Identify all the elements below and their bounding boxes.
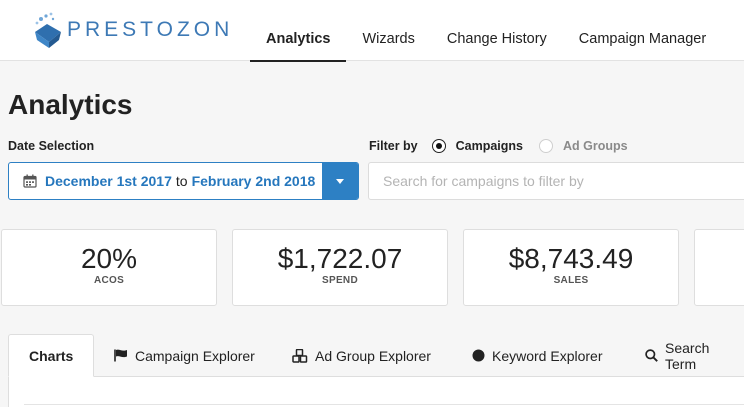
stat-label: ACOS [93,275,125,286]
date-selection-label: Date Selection [8,139,95,153]
nav-item-change-history[interactable]: Change History [446,31,547,47]
filter-by-label: Filter by [369,139,418,153]
date-end: February 2nd 2018 [191,173,316,189]
stat-card-sales: $8,743.49 SALES [463,229,679,306]
cubes-icon [292,348,308,363]
date-dropdown-button[interactable] [322,163,358,199]
date-range-picker[interactable]: December 1st 2017 to February 2nd 2018 [8,162,359,200]
tab-search-term[interactable]: Search Term [645,334,744,377]
calendar-icon [23,174,37,188]
tab-campaign-explorer[interactable]: Campaign Explorer [114,334,255,377]
charts-panel [8,377,744,407]
radio-ad-groups[interactable]: Ad Groups [539,139,628,153]
date-start: December 1st 2017 [45,173,172,189]
tab-charts[interactable]: Charts [8,334,95,377]
tab-label: Keyword Explorer [492,347,603,364]
radio-ad-groups-label: Ad Groups [563,139,628,153]
tab-label: Charts [29,347,74,364]
page-title: Analytics [8,89,133,120]
stat-value: $8,743.49 [508,243,634,274]
brand-name: PRESTOZON [67,18,234,41]
stat-card-spend: $1,722.07 SPEND [232,229,448,306]
panel-divider [24,404,744,405]
tabs-divider [8,376,744,377]
stat-label: SPEND [322,275,358,286]
tab-label: Ad Group Explorer [315,347,431,364]
stat-card-acos: 20% ACOS [1,229,217,306]
campaign-filter-search-input[interactable] [368,162,744,200]
date-connector: to [175,173,188,189]
stat-value: 20% [80,243,138,274]
filter-row: Filter by Campaigns Ad Groups [369,139,644,153]
tab-label: Campaign Explorer [135,347,255,364]
tab-ad-group-explorer[interactable]: Ad Group Explorer [292,334,431,377]
nav-item-analytics[interactable]: Analytics [250,0,347,62]
date-range-display[interactable]: December 1st 2017 to February 2nd 2018 [9,163,322,199]
search-icon [645,349,658,362]
tab-label: Search Term [665,339,710,372]
stat-card-partial [694,229,744,306]
radio-campaigns-label: Campaigns [455,139,524,153]
flag-icon [114,349,128,362]
radio-selected-icon[interactable] [431,139,446,153]
top-navbar: PRESTOZON Analytics Wizards Change Histo… [0,0,744,62]
nav-item-wizards[interactable]: Wizards [362,31,415,47]
caret-down-icon [336,178,344,184]
nav-item-campaign-manager[interactable]: Campaign Manager [578,31,707,47]
radio-campaigns[interactable]: Campaigns [431,139,524,153]
main-nav: Analytics Wizards Change History Campaig… [250,0,722,62]
brand-logo[interactable]: PRESTOZON [27,10,233,50]
stat-value: $1,722.07 [277,243,403,274]
tab-keyword-explorer[interactable]: Keyword Explorer [472,334,603,377]
logo-icon [27,10,65,50]
circle-icon [472,349,485,362]
radio-unselected-icon[interactable] [539,139,554,153]
stat-label: SALES [553,275,589,286]
